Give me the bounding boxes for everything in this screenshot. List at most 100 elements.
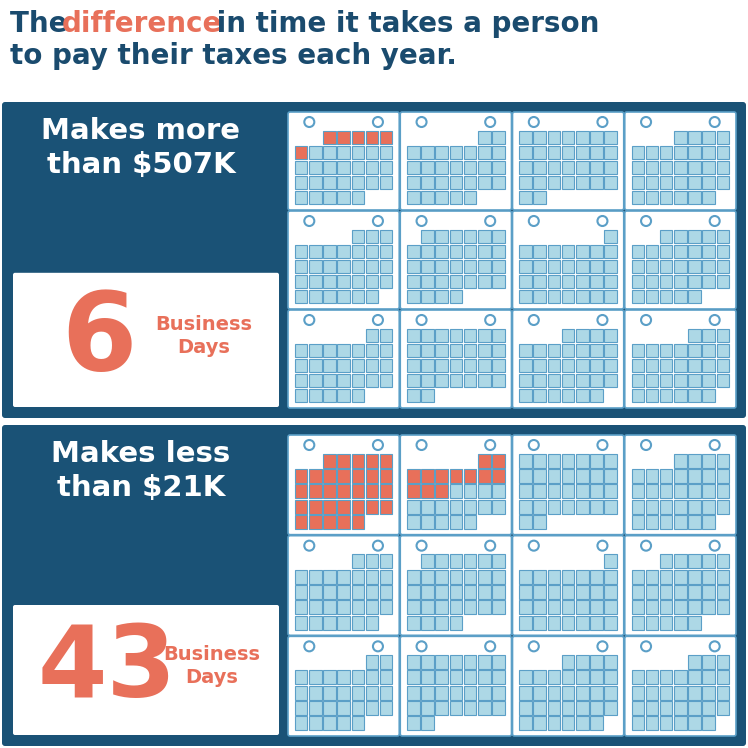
Bar <box>309 500 322 514</box>
Bar <box>407 655 420 669</box>
Bar <box>478 585 491 599</box>
Bar <box>464 146 476 159</box>
Bar <box>717 570 729 583</box>
Bar <box>492 570 505 583</box>
Bar <box>717 230 729 243</box>
Bar <box>337 260 350 273</box>
Bar <box>674 230 687 243</box>
Bar <box>717 260 729 273</box>
FancyBboxPatch shape <box>625 435 736 535</box>
Bar <box>519 389 532 402</box>
FancyBboxPatch shape <box>400 637 512 736</box>
Bar <box>519 601 532 614</box>
Bar <box>492 469 505 483</box>
Bar <box>631 275 644 288</box>
Bar <box>646 485 658 498</box>
Bar <box>590 717 603 730</box>
FancyBboxPatch shape <box>400 211 512 309</box>
Bar <box>533 500 546 514</box>
Bar <box>464 686 476 699</box>
Bar <box>519 616 532 630</box>
Bar <box>519 161 532 174</box>
Bar <box>337 374 350 387</box>
Bar <box>309 359 322 373</box>
Bar <box>660 245 672 258</box>
Bar <box>421 500 434 514</box>
Bar <box>533 389 546 402</box>
Bar <box>562 469 574 483</box>
Bar <box>337 670 350 684</box>
Bar <box>407 260 420 273</box>
Bar <box>533 161 546 174</box>
Bar <box>631 485 644 498</box>
Bar <box>548 389 560 402</box>
Bar <box>464 670 476 684</box>
Bar <box>464 176 476 189</box>
Bar <box>464 701 476 715</box>
Bar <box>492 329 505 342</box>
Bar <box>660 570 672 583</box>
Bar <box>717 176 729 189</box>
Bar <box>352 601 364 614</box>
Bar <box>407 289 420 303</box>
Bar <box>576 329 589 342</box>
Bar <box>631 344 644 358</box>
Bar <box>366 176 378 189</box>
FancyBboxPatch shape <box>512 435 624 535</box>
Text: 6: 6 <box>61 287 137 393</box>
Bar <box>464 359 476 373</box>
Bar <box>295 686 307 699</box>
Bar <box>604 260 617 273</box>
Bar <box>421 554 434 568</box>
Bar <box>435 686 448 699</box>
Bar <box>562 176 574 189</box>
Bar <box>352 176 364 189</box>
Bar <box>646 670 658 684</box>
Bar <box>646 245 658 258</box>
Bar <box>323 289 336 303</box>
Bar <box>407 616 420 630</box>
Bar <box>576 655 589 669</box>
Bar <box>674 191 687 204</box>
Bar <box>562 275 574 288</box>
Bar <box>492 585 505 599</box>
Bar <box>688 655 701 669</box>
Bar <box>660 230 672 243</box>
Bar <box>660 585 672 599</box>
Bar <box>337 146 350 159</box>
Bar <box>352 245 364 258</box>
Bar <box>548 469 560 483</box>
Bar <box>407 601 420 614</box>
Bar <box>576 469 589 483</box>
Bar <box>380 670 393 684</box>
Bar <box>519 670 532 684</box>
Bar <box>660 601 672 614</box>
Bar <box>646 469 658 483</box>
Bar <box>450 245 462 258</box>
Bar <box>702 500 715 514</box>
Bar <box>519 585 532 599</box>
Bar <box>309 485 322 498</box>
Bar <box>533 146 546 159</box>
Bar <box>492 161 505 174</box>
Bar <box>548 717 560 730</box>
Bar <box>323 717 336 730</box>
Bar <box>407 670 420 684</box>
Bar <box>660 176 672 189</box>
Bar <box>646 275 658 288</box>
Bar <box>309 161 322 174</box>
Bar <box>631 359 644 373</box>
Bar <box>380 585 393 599</box>
Bar <box>548 176 560 189</box>
Bar <box>590 374 603 387</box>
Bar <box>717 131 729 144</box>
Bar <box>295 701 307 715</box>
Bar <box>366 500 378 514</box>
Bar <box>562 616 574 630</box>
Bar <box>407 570 420 583</box>
Bar <box>702 655 715 669</box>
Bar <box>688 717 701 730</box>
Bar <box>450 161 462 174</box>
Bar <box>646 701 658 715</box>
Bar <box>421 616 434 630</box>
